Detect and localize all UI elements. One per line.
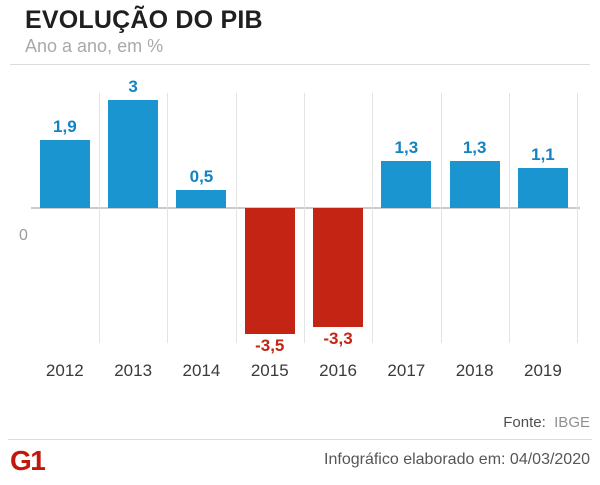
gridline [440, 93, 442, 343]
source-name: IBGE [554, 414, 590, 431]
gridline [372, 93, 374, 343]
gridline [167, 93, 169, 343]
source-label: Fonte: [503, 414, 546, 431]
gridline [508, 93, 510, 343]
bar-2018 [449, 161, 500, 208]
source-line: Fonte: IBGE [503, 414, 590, 431]
bar-2019 [517, 168, 568, 208]
gridline [235, 93, 237, 343]
value-label-2016: -3,3 [323, 328, 353, 348]
zero-axis-label: 0 [19, 227, 28, 244]
page-title: EVOLUÇÃO DO PIB [25, 6, 263, 34]
value-label-2015: -3,5 [255, 336, 285, 355]
year-label-2014: 2014 [182, 361, 221, 380]
year-label-2018: 2018 [455, 361, 494, 380]
bar-2012 [39, 139, 90, 208]
zero-axis-line [31, 207, 580, 209]
value-label-2014: 0,5 [189, 167, 214, 186]
value-label-2018: 1,3 [462, 138, 487, 158]
year-label-2015: 2015 [250, 361, 289, 380]
gridline [577, 93, 579, 343]
bar-2013 [108, 100, 159, 208]
value-label-2013: 3 [128, 77, 138, 96]
bar-2014 [176, 190, 227, 208]
credit-line: Infográfico elaborado em: 04/03/2020 [324, 451, 590, 468]
value-label-2017: 1,3 [394, 138, 419, 158]
year-label-2016: 2016 [319, 361, 357, 380]
gridline [99, 93, 100, 343]
header-divider [10, 64, 590, 65]
g1-logo: G1 [10, 445, 46, 476]
year-label-2013: 2013 [114, 361, 153, 380]
year-label-2017: 2017 [387, 361, 426, 380]
footer-divider [8, 439, 592, 440]
value-label-2019: 1,1 [531, 145, 555, 165]
gridline [303, 93, 305, 343]
bar-2015 [244, 208, 295, 334]
year-label-2019: 2019 [524, 361, 562, 380]
year-label-2012: 2012 [45, 361, 84, 380]
bar-2017 [381, 161, 432, 208]
value-label-2012: 1,9 [53, 116, 77, 136]
bar-2016 [313, 208, 364, 327]
page-subtitle: Ano a ano, em % [25, 36, 164, 56]
